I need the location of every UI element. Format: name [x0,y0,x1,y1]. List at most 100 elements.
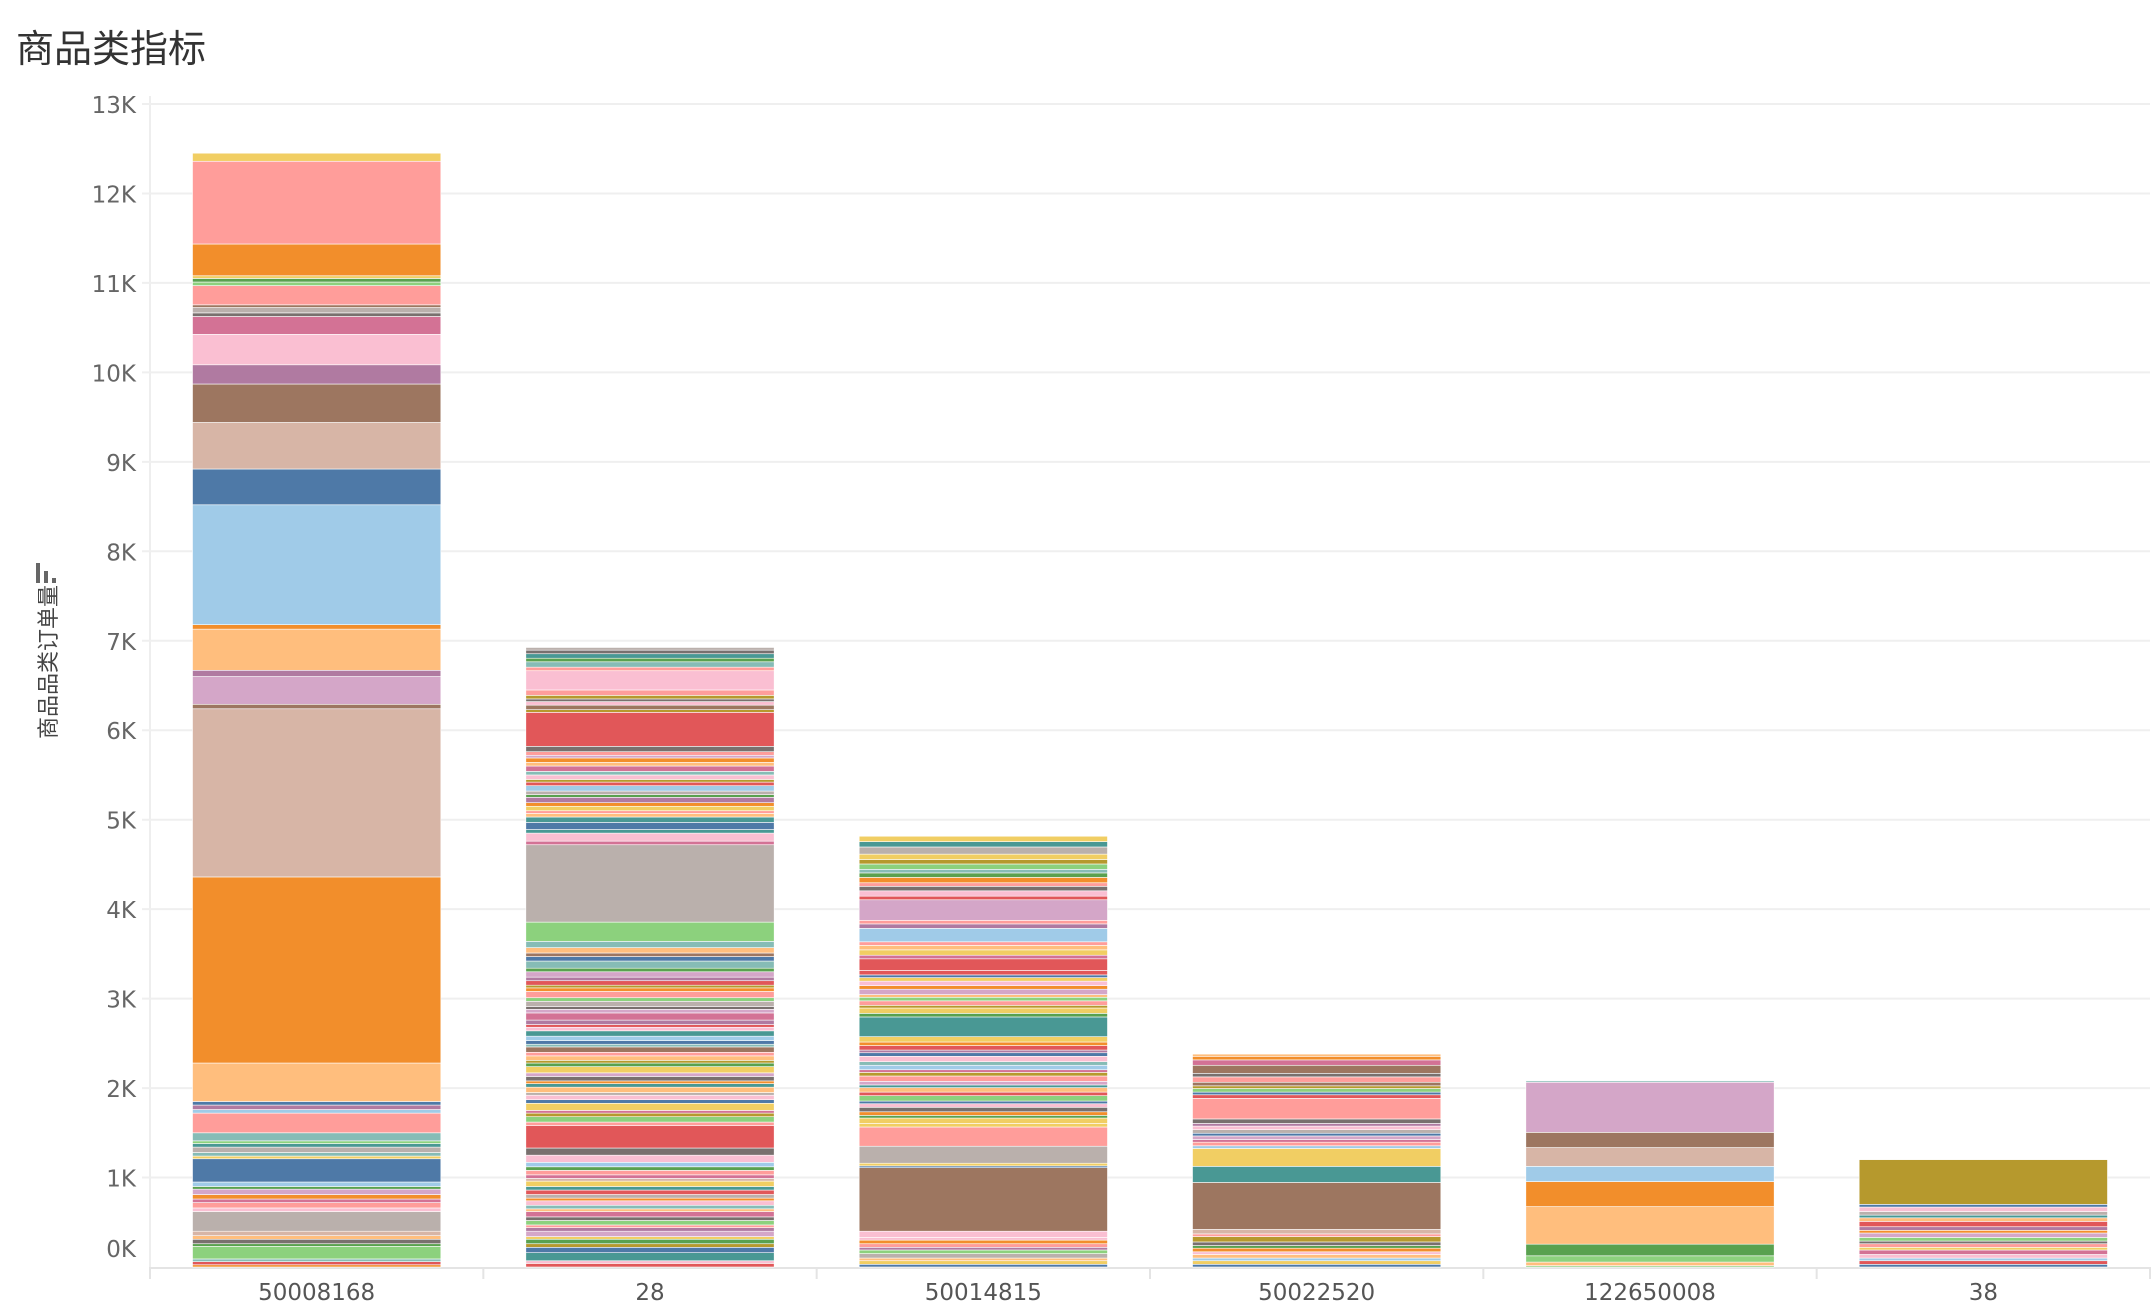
bar-segment[interactable] [1858,1204,2108,1208]
bar-segment[interactable] [858,988,1108,995]
bar-segment[interactable] [525,1055,775,1061]
bar-segment[interactable] [192,334,442,366]
bar-segment[interactable] [858,877,1108,884]
bar-segment[interactable] [192,152,442,162]
bar-segment[interactable] [525,1060,775,1064]
bar-segment[interactable] [858,1257,1108,1262]
bar-segment[interactable] [858,1045,1108,1051]
bar-segment[interactable] [192,1194,442,1200]
bar-segment[interactable] [192,278,442,283]
bar-segment[interactable] [858,1167,1108,1232]
bar-segment[interactable] [1858,1214,2108,1219]
bar-segment[interactable] [858,928,1108,943]
bar-segment[interactable] [192,281,442,286]
bar-segment[interactable] [858,899,1108,921]
bar-segment[interactable] [858,1247,1108,1251]
bar-segment[interactable] [525,771,775,776]
bar-segment[interactable] [1858,1230,2108,1234]
bar-segment[interactable] [192,1112,442,1134]
bar-segment[interactable] [858,949,1108,956]
bar-segment[interactable] [1192,1145,1442,1149]
bar-segment[interactable] [858,846,1108,855]
bar-segment[interactable] [858,1084,1108,1088]
bar-segment[interactable] [1192,1076,1442,1083]
bar-segment[interactable] [525,661,775,668]
bar-segment[interactable] [525,960,775,969]
bar-segment[interactable] [858,1264,1108,1268]
bar-segment[interactable] [525,1236,775,1240]
bar-segment[interactable] [525,1035,775,1041]
bar-segment[interactable] [525,1026,775,1032]
bar-segment[interactable] [192,1261,442,1266]
bar-segment[interactable] [858,1230,1108,1238]
bar-segment[interactable] [858,841,1108,848]
bar-segment[interactable] [525,1066,775,1074]
bar-segment[interactable] [858,985,1108,990]
bar-segment[interactable] [525,984,775,989]
bar-segment[interactable] [858,1000,1108,1006]
bar-segment[interactable] [192,676,442,705]
bar-segment[interactable] [525,1211,775,1218]
bar-segment[interactable] [192,1155,442,1160]
bar-segment[interactable] [525,1030,775,1037]
bar-38[interactable] [1858,1159,2108,1268]
bar-segment[interactable] [525,1178,775,1182]
bar-segment[interactable] [525,790,775,795]
bar-segment[interactable] [1858,1243,2108,1248]
bar-segment[interactable] [1525,1255,1775,1263]
bar-segment[interactable] [858,1016,1108,1037]
bar-segment[interactable] [858,1239,1108,1245]
bar-segment[interactable] [525,1083,775,1088]
bar-segment[interactable] [1192,1251,1442,1255]
bar-segment[interactable] [1192,1091,1442,1096]
bar-segment[interactable] [525,1227,775,1232]
bar-segment[interactable] [1192,1053,1442,1057]
bar-segment[interactable] [858,1075,1108,1082]
bar-segment[interactable] [525,1110,775,1114]
bar-segment[interactable] [1858,1240,2108,1245]
bar-segment[interactable] [525,991,775,999]
bar-segment[interactable] [525,987,775,992]
bar-segment[interactable] [858,1091,1108,1096]
bar-segment[interactable] [192,307,442,314]
bar-segment[interactable] [858,920,1108,925]
bar-segment[interactable] [192,1101,442,1106]
bar-segment[interactable] [525,781,775,786]
bar-segment[interactable] [192,243,442,277]
bar-segment[interactable] [525,1243,775,1248]
bar-segment[interactable] [1192,1073,1442,1078]
bar-segment[interactable] [192,1146,442,1153]
bar-segment[interactable] [525,698,775,702]
bar-segment[interactable] [1192,1123,1442,1127]
bar-segment[interactable] [525,779,775,783]
bar-segment[interactable] [1858,1159,2108,1205]
bar-segment[interactable] [525,1260,775,1264]
bar-segment[interactable] [858,1069,1108,1073]
bar-segment[interactable] [525,997,775,1002]
bar-segment[interactable] [525,1186,775,1191]
sort-descending-icon[interactable] [36,563,56,583]
bar-segment[interactable] [525,1162,775,1168]
bar-segment[interactable] [1192,1085,1442,1089]
bar-segment[interactable] [1192,1064,1442,1074]
bar-28[interactable] [525,647,775,1268]
bar-segment[interactable] [525,1072,775,1077]
bar-segment[interactable] [1858,1247,2108,1251]
bar-segment[interactable] [525,1230,775,1237]
bar-segment[interactable] [192,708,442,878]
bar-segment[interactable] [858,1049,1108,1054]
bar-segment[interactable] [192,1264,442,1268]
bar-segment[interactable] [858,1237,1108,1241]
bar-segment[interactable] [858,1081,1108,1086]
bar-segment[interactable] [192,468,442,506]
bar-segment[interactable] [525,1247,775,1253]
bar-segment[interactable] [858,872,1108,878]
bar-segment[interactable] [192,1211,442,1232]
bar-segment[interactable] [858,941,1108,946]
bar-segment[interactable] [1192,1141,1442,1147]
bar-segment[interactable] [525,1197,775,1202]
bar-segment[interactable] [192,285,442,306]
bar-segment[interactable] [525,1166,775,1171]
bar-segment[interactable] [858,1005,1108,1009]
bar-segment[interactable] [192,304,442,308]
